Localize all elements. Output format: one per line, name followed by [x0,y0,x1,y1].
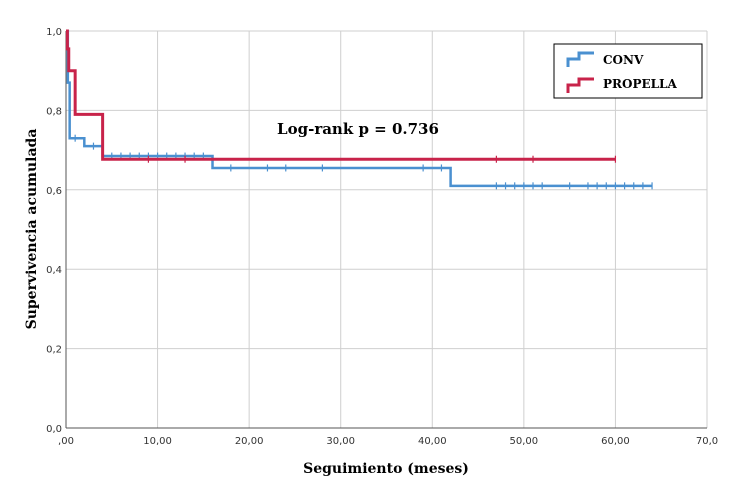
y-tick-label: 0,6 [46,186,62,197]
survival-curve-propella [65,29,616,161]
series-conv [66,29,653,190]
legend: CONV PROPELLA [553,43,703,99]
series-layer [65,29,653,190]
legend-symbol-conv [566,51,594,67]
axes [65,31,707,429]
tick-labels: ,00 10,00 20,00 30,00 40,00 50,00 60,00 70,0 0,0… [46,27,718,447]
series-propella [65,29,617,163]
x-tick-label: 20,00 [235,436,264,447]
y-tick-label: 0,2 [46,345,62,356]
logrank-annotation: Log-rank p = 0.736 [277,120,439,138]
y-tick-label: 0,0 [46,424,62,435]
grid [66,30,708,428]
x-tick-label: 10,00 [143,436,172,447]
x-tick-label: 40,00 [418,436,447,447]
y-tick-label: 1,0 [46,27,62,38]
y-axis-label: Supervivencia acumulada [24,129,40,330]
y-tick-label: 0,4 [46,265,62,276]
x-tick-label: 50,00 [510,436,539,447]
legend-label-propella: PROPELLA [603,77,677,91]
x-tick-label: 60,00 [601,436,630,447]
x-tick-label: 30,00 [326,436,355,447]
x-axis-label: Seguimiento (meses) [303,461,469,477]
y-tick-label: 0,8 [46,106,62,117]
legend-symbol-propella [566,77,594,93]
legend-label-conv: CONV [603,53,644,67]
x-tick-label: ,00 [58,436,74,447]
x-tick-label: 70,0 [696,436,718,447]
